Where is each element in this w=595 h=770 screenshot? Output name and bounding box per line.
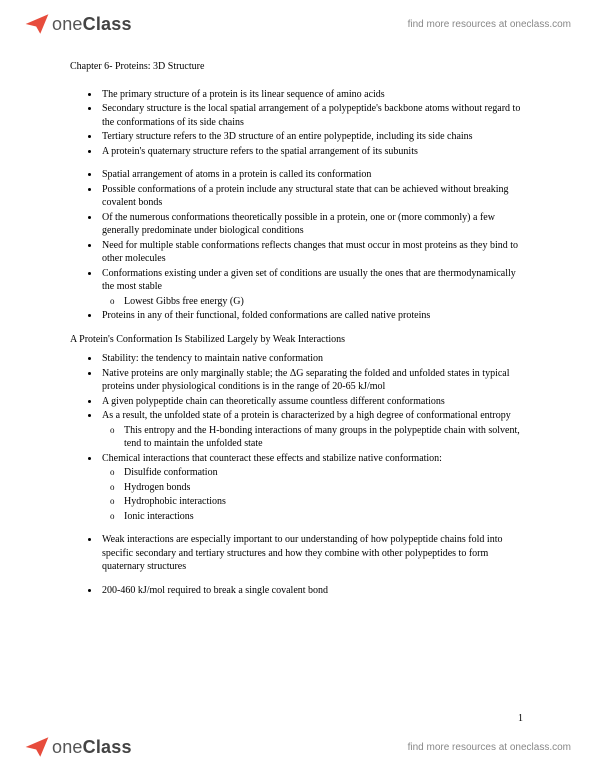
document-body: Chapter 6- Proteins: 3D Structure The pr… [0,44,595,597]
sub-list-item: Hydrophobic interactions [124,495,525,509]
sub-list-item: Hydrogen bonds [124,481,525,495]
list-item: Conformations existing under a given set… [100,267,525,309]
list-item: Of the numerous conformations theoretica… [100,211,525,238]
stability-list: Stability: the tendency to maintain nati… [70,352,525,523]
list-item: A given polypeptide chain can theoretica… [100,395,525,409]
list-item: Secondary structure is the local spatial… [100,102,525,129]
page-number: 1 [518,713,523,724]
header-resources-link[interactable]: find more resources at oneclass.com [408,19,571,30]
list-item: Tertiary structure refers to the 3D stru… [100,130,525,144]
section-heading: A Protein's Conformation Is Stabilized L… [70,333,525,347]
list-item: Need for multiple stable conformations r… [100,239,525,266]
header: oneClass find more resources at oneclass… [0,0,595,44]
brand-text: oneClass [52,14,132,35]
sub-list-item: This entropy and the H-bonding interacti… [124,424,525,451]
footer-logo[interactable]: oneClass [24,734,132,760]
list-item: Chemical interactions that counteract th… [100,452,525,524]
paper-plane-icon [24,11,50,37]
sub-list: This entropy and the H-bonding interacti… [102,424,525,451]
brand-text: oneClass [52,737,132,758]
list-item: Weak interactions are especially importa… [100,533,525,574]
conformation-list: Spatial arrangement of atoms in a protei… [70,168,525,323]
list-item: The primary structure of a protein is it… [100,88,525,102]
sub-list: Lowest Gibbs free energy (G) [102,295,525,309]
list-item: Possible conformations of a protein incl… [100,183,525,210]
logo[interactable]: oneClass [24,11,132,37]
footer: oneClass find more resources at oneclass… [0,728,595,770]
paper-plane-icon [24,734,50,760]
sub-list-item: Lowest Gibbs free energy (G) [124,295,525,309]
list-item: Stability: the tendency to maintain nati… [100,352,525,366]
sub-list-item: Disulfide conformation [124,466,525,480]
structure-types-list: The primary structure of a protein is it… [70,88,525,159]
list-item: Native proteins are only marginally stab… [100,367,525,394]
weak-interactions-list: Weak interactions are especially importa… [70,533,525,574]
list-item: As a result, the unfolded state of a pro… [100,409,525,451]
list-item: 200-460 kJ/mol required to break a singl… [100,584,525,598]
list-item: Spatial arrangement of atoms in a protei… [100,168,525,182]
chapter-title: Chapter 6- Proteins: 3D Structure [70,60,525,74]
footer-resources-link[interactable]: find more resources at oneclass.com [408,742,571,753]
covalent-bond-list: 200-460 kJ/mol required to break a singl… [70,584,525,598]
sub-list: Disulfide conformationHydrogen bondsHydr… [102,466,525,523]
sub-list-item: Ionic interactions [124,510,525,524]
list-item: A protein's quaternary structure refers … [100,145,525,159]
list-item: Proteins in any of their functional, fol… [100,309,525,323]
